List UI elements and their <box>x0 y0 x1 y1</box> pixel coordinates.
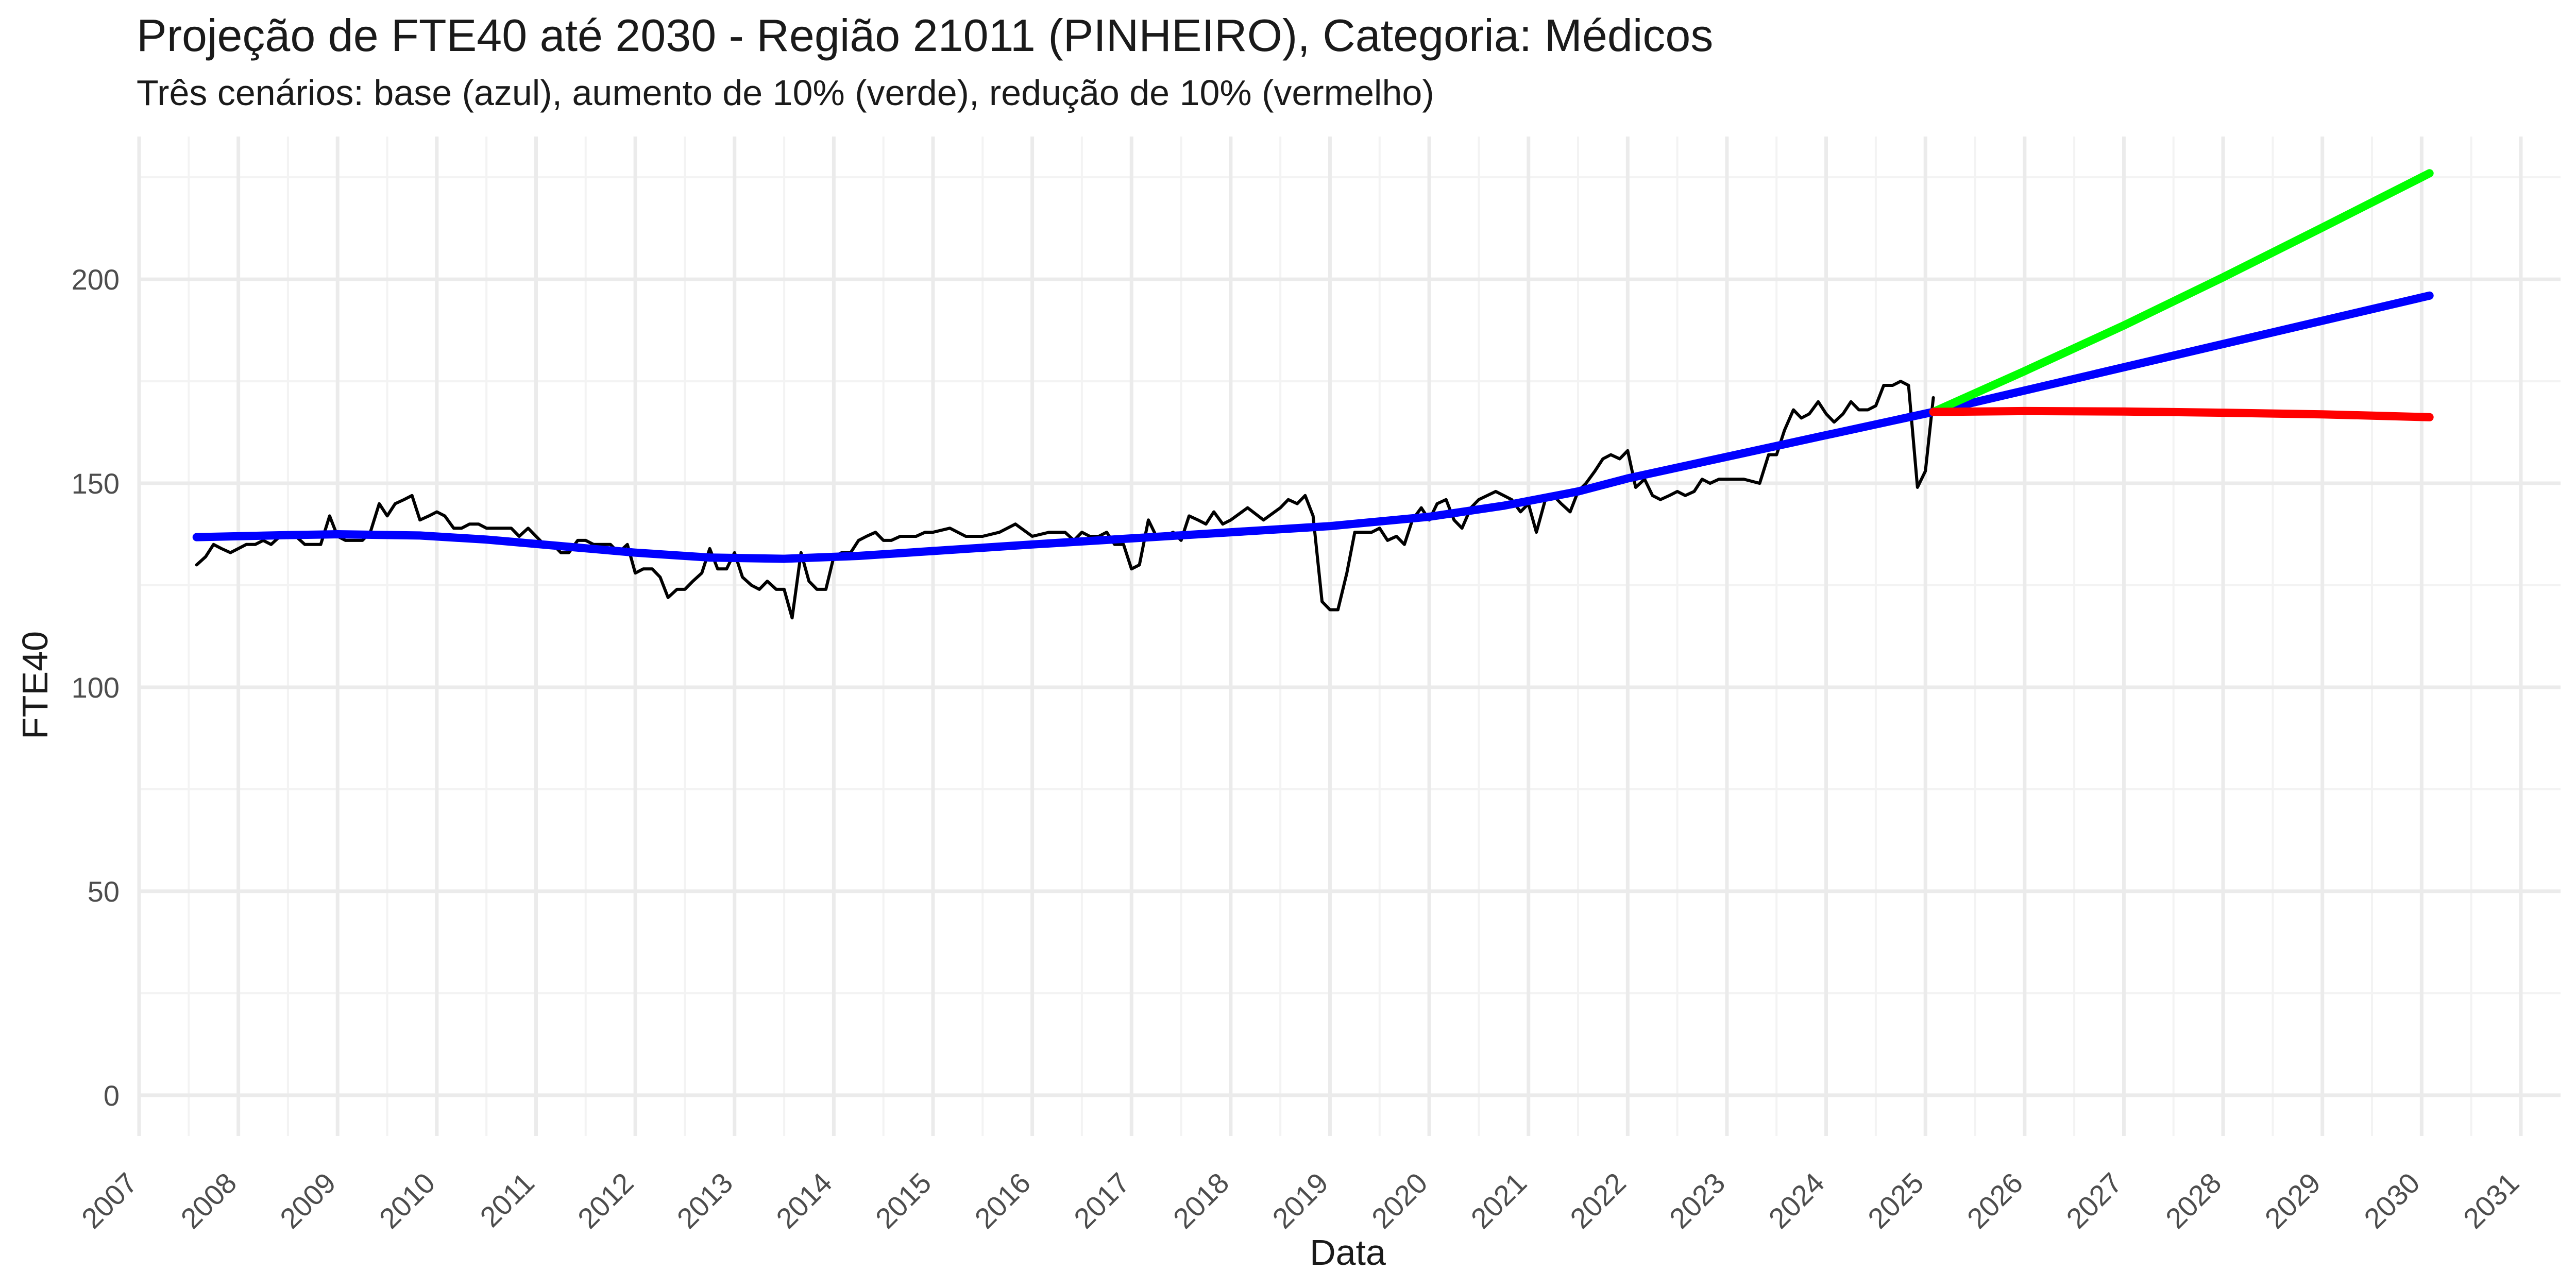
minor-gridlines <box>139 137 2561 1136</box>
series-line-2 <box>1929 291 2434 416</box>
chart-title: Projeção de FTE40 até 2030 - Região 2101… <box>137 10 1714 61</box>
x-tick-label: 2023 <box>1663 1166 1732 1235</box>
x-tick-label: 2031 <box>2457 1166 2526 1235</box>
y-axis-title: FTE40 <box>15 631 55 739</box>
x-tick-label: 2027 <box>2060 1166 2128 1235</box>
series-line-1 <box>192 408 1938 563</box>
series-line-0 <box>195 380 1935 620</box>
major-gridlines <box>137 137 2561 1136</box>
x-tick-label: 2010 <box>373 1166 442 1235</box>
x-tick-label: 2007 <box>75 1166 144 1235</box>
x-tick-label: 2024 <box>1762 1166 1831 1235</box>
chart-subtitle: Três cenários: base (azul), aumento de 1… <box>137 73 1434 113</box>
x-tick-label: 2019 <box>1266 1166 1334 1235</box>
y-tick-label: 200 <box>72 263 120 296</box>
x-axis-title: Data <box>1310 1232 1386 1273</box>
x-tick-label: 2016 <box>968 1166 1037 1235</box>
x-tick-label: 2015 <box>869 1166 938 1235</box>
x-tick-label: 2011 <box>473 1166 540 1233</box>
series-line-3 <box>1929 169 2434 416</box>
x-tick-label: 2008 <box>174 1166 243 1235</box>
x-tick-label: 2030 <box>2358 1166 2426 1235</box>
y-axis-ticks: 0 50 100 150 200 <box>72 263 120 1112</box>
y-tick-label: 150 <box>72 467 120 500</box>
y-tick-label: 50 <box>88 875 120 908</box>
x-axis-ticks: 2007 2008 2009 2010 2011 2012 2013 2014 2015 2016… <box>75 1166 2526 1235</box>
x-tick-label: 2021 <box>1465 1166 1533 1235</box>
x-tick-label: 2014 <box>770 1166 838 1235</box>
series-layer <box>192 169 2434 620</box>
x-tick-label: 2013 <box>671 1166 739 1235</box>
x-tick-label: 2028 <box>2159 1166 2228 1235</box>
x-tick-label: 2026 <box>1961 1166 2029 1235</box>
x-tick-label: 2020 <box>1365 1166 1434 1235</box>
x-tick-label: 2025 <box>1861 1166 1930 1235</box>
x-tick-label: 2012 <box>571 1166 640 1235</box>
x-tick-label: 2009 <box>274 1166 342 1235</box>
x-tick-label: 2017 <box>1067 1166 1136 1235</box>
x-tick-label: 2029 <box>2259 1166 2327 1235</box>
x-tick-label: 2022 <box>1564 1166 1632 1235</box>
y-tick-label: 0 <box>104 1079 120 1112</box>
y-tick-label: 100 <box>72 671 120 704</box>
series-line-4 <box>1929 406 2434 421</box>
x-tick-label: 2018 <box>1167 1166 1235 1235</box>
